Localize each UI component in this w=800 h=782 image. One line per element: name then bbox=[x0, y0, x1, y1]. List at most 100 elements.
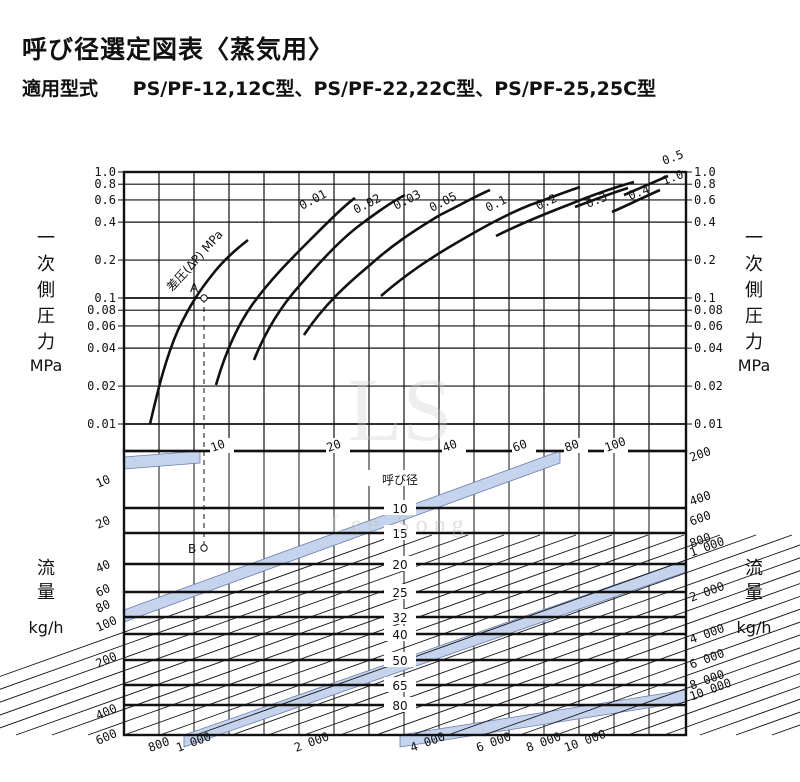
flow-tick-left: 200 bbox=[94, 649, 120, 671]
nominal-size-label-bg bbox=[384, 626, 416, 641]
pressure-drop-curve bbox=[611, 188, 661, 214]
pressure-tick-label-right: 0.1 bbox=[694, 291, 716, 305]
flow-highlight-band bbox=[123, 450, 201, 470]
upper-x-tick-label: 10 bbox=[209, 437, 227, 455]
pressure-drop-curve bbox=[148, 238, 249, 425]
watermark-text: Lee Song bbox=[330, 512, 469, 538]
pressure-tick-label-right: 0.2 bbox=[694, 253, 716, 267]
flow-axis-label-left-char: 流 bbox=[37, 558, 55, 579]
pressure-tick-label-right: 1.0 bbox=[694, 165, 716, 179]
flow-unit-left: kg/h bbox=[29, 618, 64, 637]
flow-diagonal-line bbox=[771, 724, 800, 736]
upper-x-tick-bg bbox=[442, 438, 466, 453]
upper-x-tick-bg bbox=[326, 438, 350, 453]
nominal-size-label-bg bbox=[384, 677, 416, 692]
nominal-size-label: 10 bbox=[392, 502, 407, 516]
flow-tick-left: 100 bbox=[94, 613, 120, 635]
chart-subtitle: 適用型式 PS/PF-12,12C型、PS/PF-22,22C型、PS/PF-2… bbox=[22, 74, 656, 101]
pressure-axis-label-right-char: 次 bbox=[745, 254, 763, 275]
pressure-tick-label-right: 0.6 bbox=[694, 193, 716, 207]
nominal-size-label: 15 bbox=[392, 527, 407, 541]
pressure-tick-label-left: 0.01 bbox=[87, 417, 116, 431]
upper-x-tick-bg bbox=[210, 438, 234, 453]
flow-tick-right: 800 bbox=[688, 530, 713, 551]
pressure-axis-label-left-char: 圧 bbox=[37, 306, 55, 327]
pressure-axis-label-right-char: 側 bbox=[745, 280, 763, 301]
curve-label: 1.0 bbox=[660, 167, 685, 188]
nominal-size-label: 32 bbox=[392, 611, 407, 625]
pressure-tick-label-left: 0.2 bbox=[94, 253, 116, 267]
flow-tick-bottom: 10 000 bbox=[562, 727, 608, 755]
flow-unit-right: kg/h bbox=[737, 618, 772, 637]
pressure-tick-label-right: 0.04 bbox=[694, 341, 723, 355]
flow-diagonal-line bbox=[699, 698, 800, 736]
pressure-drop-curve bbox=[380, 185, 581, 297]
pressure-tick-label-left: 0.06 bbox=[87, 319, 116, 333]
upper-x-tick-label: 100 bbox=[603, 434, 628, 455]
pressure-axis-label-left-char: 力 bbox=[37, 332, 55, 353]
flow-tick-right: 600 bbox=[688, 508, 713, 529]
flow-tick-left: 20 bbox=[94, 513, 113, 532]
pressure-tick-label-left: 0.02 bbox=[87, 379, 116, 393]
pressure-tick-label-right: 0.8 bbox=[694, 177, 716, 191]
pressure-tick-label-right: 0.4 bbox=[694, 215, 716, 229]
nominal-size-label: 20 bbox=[392, 558, 407, 572]
pressure-unit-left: MPa bbox=[30, 356, 63, 375]
flow-diagonal-line bbox=[483, 621, 800, 736]
pressure-drop-curve bbox=[574, 186, 629, 209]
upper-x-tick-label: 60 bbox=[511, 437, 529, 455]
flow-tick-left: 600 bbox=[94, 726, 120, 748]
curve-label: 0.5 bbox=[660, 147, 685, 168]
pressure-axis-label-right-char: 一 bbox=[745, 228, 763, 249]
flow-tick-left: 10 bbox=[94, 472, 113, 491]
upper-x-tick-bg bbox=[604, 438, 628, 453]
nominal-size-label: 40 bbox=[392, 628, 407, 642]
flow-tick-left: 400 bbox=[94, 701, 120, 723]
pressure-tick-label-right: 0.08 bbox=[694, 303, 723, 317]
curve-label: 0.05 bbox=[427, 189, 459, 215]
point-a-label: A bbox=[190, 281, 199, 295]
nominal-size-title-bg bbox=[364, 470, 436, 486]
pressure-tick-label-left: 0.6 bbox=[94, 193, 116, 207]
pressure-tick-label-right: 0.06 bbox=[694, 319, 723, 333]
pressure-tick-label-left: 1.0 bbox=[94, 165, 116, 179]
flow-tick-left: 40 bbox=[94, 557, 113, 576]
curve-label: 0.03 bbox=[391, 187, 423, 213]
point-a-marker bbox=[200, 294, 208, 302]
flow-tick-left: 60 bbox=[94, 581, 113, 600]
pressure-tick-label-left: 0.8 bbox=[94, 177, 116, 191]
watermark-logo: LS bbox=[347, 361, 452, 460]
nominal-size-label-bg bbox=[384, 525, 416, 540]
nominal-size-label-bg bbox=[384, 584, 416, 599]
flow-axis-label-right-char: 流 bbox=[745, 558, 763, 579]
flow-diagonal-line bbox=[663, 685, 800, 736]
flow-diagonal-line bbox=[627, 673, 800, 736]
nominal-size-label: 50 bbox=[392, 654, 407, 668]
flow-diagonal-line bbox=[555, 647, 800, 736]
chart-title: 呼び径選定図表〈蒸気用〉 bbox=[22, 35, 335, 64]
pressure-axis-label-right-char: 圧 bbox=[745, 306, 763, 327]
point-b-marker bbox=[200, 544, 208, 552]
flow-axis-label-right-char: 量 bbox=[745, 582, 763, 603]
nominal-size-label-bg bbox=[384, 500, 416, 515]
pressure-drop-curve bbox=[495, 180, 635, 238]
pressure-tick-label-left: 0.08 bbox=[87, 303, 116, 317]
upper-x-tick-bg bbox=[564, 438, 588, 453]
pressure-unit-right: MPa bbox=[738, 356, 771, 375]
flow-axis-label-left-char: 量 bbox=[37, 582, 55, 603]
curve-label: 0.1 bbox=[483, 193, 509, 215]
pressure-tick-label-right: 0.02 bbox=[694, 379, 723, 393]
pressure-tick-label-left: 0.04 bbox=[87, 341, 116, 355]
flow-tick-right: 400 bbox=[688, 488, 713, 509]
pressure-tick-label-left: 0.1 bbox=[94, 291, 116, 305]
flow-diagonal-line bbox=[519, 634, 800, 736]
nominal-size-label: 65 bbox=[392, 679, 407, 693]
flow-tick-left: 80 bbox=[94, 597, 113, 616]
lower-panel-frame bbox=[122, 449, 688, 737]
upper-x-tick-bg bbox=[512, 438, 536, 453]
nominal-size-label-bg bbox=[384, 609, 416, 624]
pressure-drop-curve bbox=[302, 188, 491, 336]
upper-x-tick-label: 80 bbox=[563, 437, 581, 455]
pressure-curves bbox=[148, 172, 669, 425]
flow-diagonal-line bbox=[0, 534, 397, 677]
